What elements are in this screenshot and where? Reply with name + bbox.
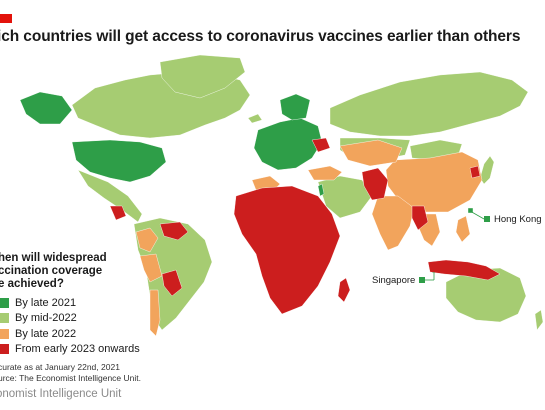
annotation-singapore: Singapore: [372, 272, 435, 286]
legend-label-by-late-2021: By late 2021: [15, 296, 77, 309]
land-late-2022: [135, 139, 483, 337]
region-russia-west: [339, 139, 403, 167]
region-bolivia: [161, 269, 183, 297]
hong-kong-marker: [467, 207, 474, 214]
region-madagascar: [337, 277, 351, 303]
region-peru: [139, 253, 163, 283]
legend-item-by-late-2022: By late 2022: [0, 326, 160, 342]
singapore-key: [419, 277, 425, 283]
region-north-korea: [469, 165, 481, 179]
legend-label-by-late-2022: By late 2022: [15, 327, 77, 340]
region-middle-east: [317, 175, 373, 219]
legend-label-from-early-2023: From early 2023 onwards: [15, 343, 140, 356]
region-europe: [253, 117, 323, 171]
region-iceland: [247, 113, 263, 124]
region-venezuela: [159, 221, 189, 241]
hong-kong-key: [484, 216, 490, 222]
region-turkey: [307, 165, 343, 181]
region-scandinavia: [279, 93, 311, 121]
hong-kong-leader: [469, 210, 485, 220]
region-israel: [317, 183, 325, 197]
note-line-accuracy: curate as at January 22nd, 2021: [0, 362, 120, 372]
region-russia: [329, 71, 529, 137]
region-central-america: [109, 205, 127, 221]
land-late-2021: [19, 91, 474, 274]
note-line-source: urce: The Economist Intelligence Unit.: [0, 373, 141, 383]
region-india: [371, 195, 415, 251]
world-map: Hong Kong Singapore: [19, 54, 544, 337]
hong-kong-label: Hong Kong: [494, 214, 542, 225]
land-early-2023: [109, 137, 501, 315]
singapore-label: Singapore: [372, 275, 415, 286]
region-ukraine: [311, 137, 331, 153]
region-alaska: [19, 91, 73, 125]
footer-watermark: onomist Intelligence Unit: [0, 388, 122, 400]
legend-swatch-by-mid-2022: [0, 313, 9, 324]
region-indonesia: [427, 259, 501, 281]
region-philippines: [455, 215, 471, 243]
legend-question-line-3: e achieved?: [0, 278, 64, 290]
chart-title: ich countries will get access to coronav…: [0, 28, 521, 45]
region-new-zealand: [534, 309, 544, 331]
legend-question: hen will widespread ccination coverage e…: [0, 252, 128, 291]
legend-item-by-mid-2022: By mid-2022: [0, 311, 160, 327]
region-myanmar: [411, 205, 429, 231]
region-china: [385, 151, 483, 213]
source-note: curate as at January 22nd, 2021 urce: Th…: [0, 362, 141, 384]
legend-label-by-mid-2022: By mid-2022: [15, 312, 77, 325]
legend-question-line-1: hen will widespread: [0, 252, 107, 264]
region-usa: [71, 139, 167, 183]
legend: hen will widespread ccination coverage e…: [0, 252, 160, 357]
region-greenland: [159, 54, 246, 99]
region-africa: [233, 185, 341, 315]
legend-swatch-by-late-2021: [0, 297, 9, 308]
legend-swatch-by-late-2022: [0, 328, 9, 339]
annotation-hong-kong: Hong Kong: [469, 210, 542, 225]
region-colombia: [135, 227, 159, 253]
legend-question-line-2: ccination coverage: [0, 265, 103, 277]
legend-swatch-from-early-2023: [0, 344, 9, 355]
region-chile: [149, 289, 161, 337]
brand-bar: [0, 14, 12, 23]
legend-item-from-early-2023: From early 2023 onwards: [0, 342, 160, 358]
legend-item-by-late-2021: By late 2021: [0, 295, 160, 311]
region-pakistan: [361, 167, 389, 201]
region-mexico: [77, 169, 143, 223]
